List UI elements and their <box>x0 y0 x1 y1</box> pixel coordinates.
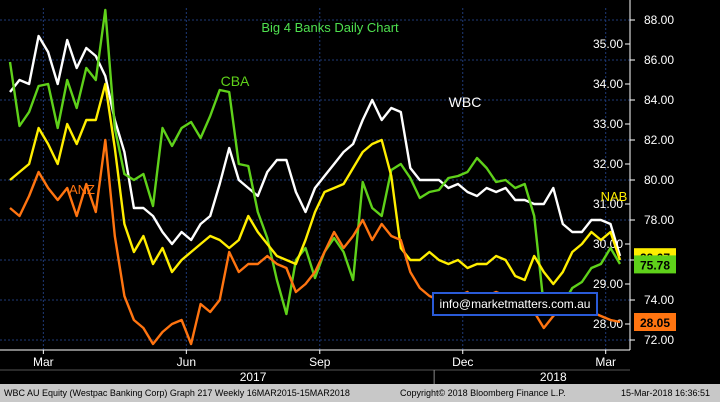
x-tick-label: Mar <box>33 355 54 369</box>
left-tick-label: 31.00 <box>593 197 623 211</box>
series-line-cba <box>8 8 622 316</box>
footer-source: WBC AU Equity (Westpac Banking Corp) Gra… <box>4 388 350 398</box>
watermark-text: info@marketmatters.com.au <box>440 297 591 311</box>
right-tick-label: 80.00 <box>644 173 674 187</box>
series-line-nab <box>9 82 622 286</box>
series-label-nab: NAB <box>601 189 628 204</box>
year-label: 2018 <box>540 370 567 384</box>
labels: Big 4 Banks Daily ChartCBAWBCANZNAB29.67… <box>69 20 676 331</box>
right-tick-label: 84.00 <box>644 93 674 107</box>
right-tick-label: 86.00 <box>644 53 674 67</box>
chart-title: Big 4 Banks Daily Chart <box>261 20 399 35</box>
series-label-wbc: WBC <box>449 94 482 110</box>
x-tick-label: Dec <box>452 355 473 369</box>
left-tick-label: 33.00 <box>593 117 623 131</box>
last-tag-cba: 75.78 <box>640 258 670 272</box>
left-tick-label: 32.00 <box>593 157 623 171</box>
right-tick-label: 72.00 <box>644 333 674 347</box>
series-label-cba: CBA <box>221 73 250 89</box>
footer-copyright: Copyright© 2018 Bloomberg Finance L.P. <box>400 388 566 398</box>
footer-bar: WBC AU Equity (Westpac Banking Corp) Gra… <box>0 384 720 402</box>
last-tag-cba-bg <box>634 255 676 274</box>
last-tag-anz: 28.05 <box>640 316 670 330</box>
left-tick-label: 34.00 <box>593 77 623 91</box>
x-tick-label: Sep <box>309 355 331 369</box>
last-tag-anz-bg <box>634 313 676 331</box>
axes: 88.0086.0084.0082.0080.0078.0076.0074.00… <box>0 0 674 384</box>
right-tick-label: 78.00 <box>644 213 674 227</box>
left-tick-label: 29.00 <box>593 277 623 291</box>
x-tick-label: Mar <box>595 355 616 369</box>
x-tick-label: Jun <box>177 355 196 369</box>
left-tick-label: 35.00 <box>593 37 623 51</box>
year-label: 2017 <box>240 370 267 384</box>
watermark-box <box>432 292 598 316</box>
right-tick-label: 88.00 <box>644 13 674 27</box>
series-label-anz: ANZ <box>69 182 95 197</box>
big4-banks-chart: 88.0086.0084.0082.0080.0078.0076.0074.00… <box>0 0 676 384</box>
right-tick-label: 74.00 <box>644 293 674 307</box>
series-line-wbc <box>9 34 622 257</box>
footer-timestamp: 15-Mar-2018 16:36:51 <box>621 388 711 398</box>
right-tick-label: 82.00 <box>644 133 674 147</box>
